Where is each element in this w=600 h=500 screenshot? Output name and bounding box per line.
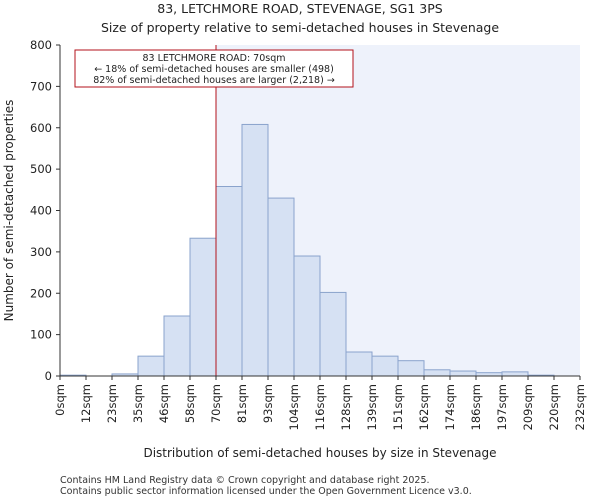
annotation-box: 83 LETCHMORE ROAD: 70sqm ← 18% of semi-d…: [74, 49, 354, 88]
y-tick-label-300: 300: [30, 245, 52, 259]
x-tick-label-35sqm: 35sqm: [131, 384, 145, 423]
y-tick-label-200: 200: [30, 286, 52, 300]
x-tick-label-197sqm: 197sqm: [495, 384, 509, 430]
x-tick-label-46sqm: 46sqm: [157, 384, 171, 423]
x-tick-label-0sqm: 0sqm: [53, 384, 67, 416]
x-tick-label-128sqm: 128sqm: [339, 384, 353, 430]
annotation-box-frame: [74, 49, 354, 88]
x-axis: 0sqm 12sqm 23sqm 35sqm 46sqm 58sqm 70sqm 81sqm 9…: [53, 375, 587, 430]
chart-title-line-1: 83, LETCHMORE ROAD, STEVENAGE, SG1 3PS: [157, 1, 443, 16]
y-tick-label-100: 100: [30, 328, 52, 342]
x-tick-label-58sqm: 58sqm: [183, 384, 197, 423]
x-axis-label: Distribution of semi-detached houses by …: [143, 446, 496, 460]
annotation-smaller: ← 18% of semi-detached houses are smalle…: [94, 64, 334, 75]
bar-81sqm: [241, 123, 269, 377]
y-tick-label-500: 500: [30, 162, 52, 176]
x-tick-label-139sqm: 139sqm: [365, 384, 379, 430]
y-tick-label-700: 700: [30, 79, 52, 93]
bar-128sqm: [345, 351, 373, 377]
x-tick-label-174sqm: 174sqm: [443, 384, 457, 430]
x-tick-label-104sqm: 104sqm: [287, 384, 301, 430]
y-axis-label: Number of semi-detached properties: [2, 100, 16, 322]
x-tick-label-70sqm: 70sqm: [209, 384, 223, 423]
y-tick-label-0: 0: [45, 369, 52, 383]
footer-line-2: Contains public sector information licen…: [60, 486, 472, 497]
x-tick-label-232sqm: 232sqm: [573, 384, 587, 430]
bar-93sqm: [267, 197, 295, 377]
footer-line-1: Contains HM Land Registry data © Crown c…: [60, 475, 430, 486]
y-tick-label-600: 600: [30, 121, 52, 135]
bar-197sqm: [501, 371, 529, 377]
y-axis: 0 100 200 300 400 500 600 700 800: [30, 38, 61, 383]
bar-58sqm: [189, 237, 217, 377]
bar-139sqm: [371, 355, 399, 377]
x-tick-label-12sqm: 12sqm: [79, 384, 93, 423]
x-tick-label-23sqm: 23sqm: [105, 384, 119, 423]
x-tick-label-162sqm: 162sqm: [417, 384, 431, 430]
bar-104sqm: [293, 255, 321, 377]
bar-162sqm: [423, 369, 451, 377]
x-tick-label-151sqm: 151sqm: [391, 384, 405, 430]
x-tick-label-116sqm: 116sqm: [313, 384, 327, 430]
bar-174sqm: [449, 370, 477, 377]
histogram-bars: [59, 123, 555, 377]
x-tick-label-209sqm: 209sqm: [521, 384, 535, 430]
x-tick-label-186sqm: 186sqm: [469, 384, 483, 430]
x-tick-label-220sqm: 220sqm: [547, 384, 561, 430]
bar-116sqm: [319, 291, 347, 377]
bar-35sqm: [137, 355, 165, 377]
annotation-title: 83 LETCHMORE ROAD: 70sqm: [143, 53, 286, 64]
x-tick-label-93sqm: 93sqm: [261, 384, 275, 423]
y-tick-label-400: 400: [30, 204, 52, 218]
bar-70sqm: [215, 186, 243, 377]
annotation-larger: 82% of semi-detached houses are larger (…: [93, 75, 335, 86]
y-tick-label-800: 800: [30, 38, 52, 52]
bar-151sqm: [397, 360, 425, 377]
x-tick-label-81sqm: 81sqm: [235, 384, 249, 423]
chart-title-line-2: Size of property relative to semi-detach…: [101, 20, 499, 35]
bar-46sqm: [163, 315, 191, 377]
